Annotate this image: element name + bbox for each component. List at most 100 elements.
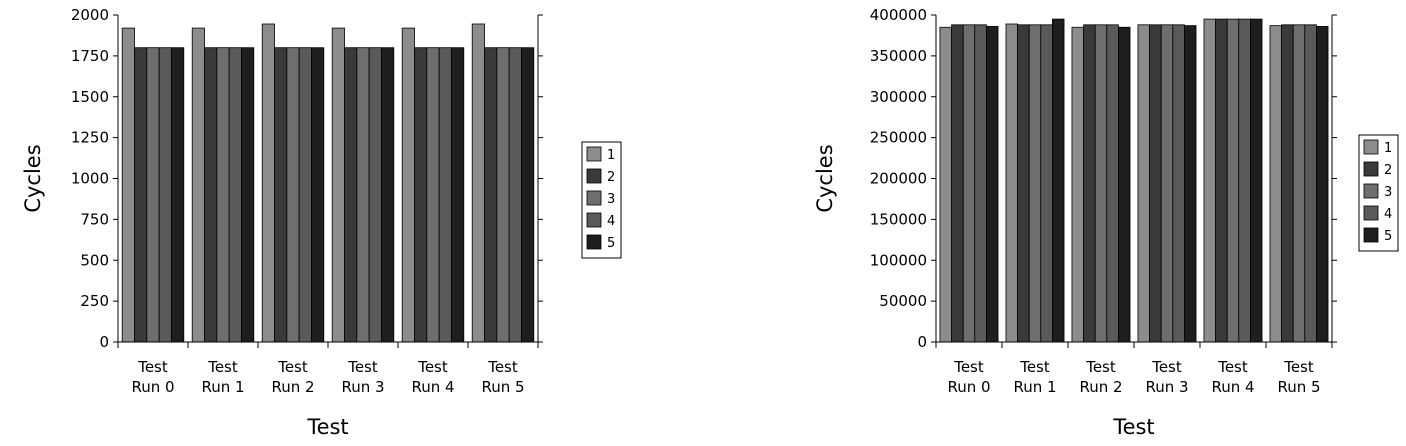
y-tick-label: 500 (80, 251, 109, 269)
legend-label-3: 3 (607, 192, 615, 207)
bar-series-2-cat-0 (134, 47, 148, 343)
bar-series-2-cat-4 (1215, 18, 1228, 343)
bar-series-3-cat-2 (286, 47, 300, 343)
bar-series-2-cat-1 (204, 47, 218, 343)
bar-series-2-cat-3 (1149, 24, 1162, 343)
bar-series-4-cat-4 (1238, 18, 1251, 343)
legend: 1 2 3 4 5 (581, 141, 622, 259)
x-tick-label: Test Run 1 (1013, 358, 1056, 396)
y-tick-label: 1250 (71, 129, 109, 147)
bar-series-1-cat-3 (1137, 24, 1150, 343)
bar-series-1-cat-5 (1269, 25, 1282, 343)
y-tick-label: 2000 (71, 6, 109, 24)
bar-series-4-cat-0 (158, 47, 172, 343)
bar-series-1-cat-2 (1071, 26, 1084, 343)
y-tick-label: 750 (80, 210, 109, 228)
y-tick-label: 1000 (71, 170, 109, 188)
bar-series-3-cat-2 (1094, 24, 1108, 343)
x-tick-label-line: Run 0 (131, 378, 174, 396)
bar-series-5-cat-5 (521, 47, 535, 343)
legend-label-2: 2 (607, 170, 615, 185)
x-tick-label: Test Run 4 (411, 358, 454, 396)
bar-series-3-cat-0 (962, 24, 976, 343)
y-axis-title: Cycles (813, 144, 837, 212)
x-tick-label-line: Test (207, 358, 238, 376)
x-tick-label: Test Run 3 (1145, 358, 1188, 396)
bar-series-2-cat-2 (274, 47, 288, 343)
bar-series-1-cat-3 (331, 27, 345, 343)
x-tick-label-line: Run 5 (481, 378, 524, 396)
x-tick-label: Test Run 4 (1211, 358, 1254, 396)
x-tick-label-line: Run 0 (947, 378, 990, 396)
x-tick-label: Test Run 1 (201, 358, 244, 396)
legend-swatch-3 (1363, 183, 1379, 199)
legend-label-1: 1 (607, 148, 615, 163)
bar-series-3-cat-4 (1226, 18, 1240, 343)
y-tick-label: 250000 (870, 129, 927, 147)
bar-series-2-cat-2 (1083, 24, 1096, 343)
y-tick-label: 200000 (870, 170, 927, 188)
bar-series-5-cat-0 (986, 26, 999, 343)
x-tick-label: Test Run 2 (271, 358, 314, 396)
bar-series-4-cat-0 (974, 24, 987, 343)
bar-series-4-cat-5 (1304, 24, 1317, 343)
legend-label-5: 5 (607, 236, 615, 251)
bar-series-3-cat-3 (1160, 24, 1174, 343)
x-tick-label-line: Run 5 (1277, 378, 1320, 396)
x-tick-label: Test Run 0 (131, 358, 174, 396)
bar-series-1-cat-4 (401, 27, 415, 343)
bar-series-1-cat-0 (939, 26, 952, 343)
y-axis-title: Cycles (21, 144, 45, 212)
x-tick-label: Test Run 5 (1277, 358, 1320, 396)
x-tick-label-line: Run 3 (341, 378, 384, 396)
bar-series-2-cat-3 (344, 47, 358, 343)
bar-series-3-cat-0 (146, 47, 160, 343)
bar-series-4-cat-3 (368, 47, 382, 343)
legend-label-2: 2 (1384, 163, 1392, 178)
legend-label-4: 4 (1384, 207, 1392, 222)
y-tick-label: 0 (917, 333, 927, 351)
x-tick-label-line: Test (1019, 358, 1050, 376)
bar-series-5-cat-1 (1052, 18, 1065, 343)
legend-label-5: 5 (1384, 229, 1392, 244)
bar-series-4-cat-4 (438, 47, 452, 343)
legend-swatch-1 (586, 146, 602, 162)
x-tick-label-line: Test (137, 358, 168, 376)
bar-series-4-cat-1 (228, 47, 242, 343)
legend-swatch-5 (1363, 227, 1379, 243)
bar-series-5-cat-3 (1184, 25, 1197, 343)
bar-series-3-cat-4 (426, 47, 440, 343)
x-tick-label: Test Run 3 (341, 358, 384, 396)
legend-swatch-5 (586, 234, 602, 250)
legend-swatch-3 (586, 190, 602, 206)
x-tick-label-line: Test (1085, 358, 1116, 376)
bar-series-3-cat-5 (1292, 24, 1306, 343)
y-tick-label: 150000 (870, 210, 927, 228)
bar-series-1-cat-5 (471, 23, 485, 343)
bar-series-5-cat-0 (171, 47, 185, 343)
legend-swatch-2 (1363, 161, 1379, 177)
bar-series-4-cat-3 (1172, 24, 1185, 343)
bar-series-4-cat-5 (508, 47, 522, 343)
x-tick-label-line: Test (347, 358, 378, 376)
y-tick-label: 0 (99, 333, 109, 351)
x-tick-label: Test Run 0 (947, 358, 990, 396)
x-axis-title: Test (306, 415, 348, 439)
bar-series-1-cat-2 (261, 23, 275, 343)
x-tick-label-line: Test (953, 358, 984, 376)
bar-series-1-cat-4 (1203, 18, 1216, 343)
x-tick-label-line: Run 1 (201, 378, 244, 396)
y-tick-label: 1500 (71, 88, 109, 106)
legend-label-3: 3 (1384, 185, 1392, 200)
bar-series-5-cat-5 (1316, 26, 1329, 343)
x-tick-label-line: Test (417, 358, 448, 376)
bar-series-5-cat-4 (1250, 18, 1263, 343)
bar-series-2-cat-5 (484, 47, 498, 343)
bar-series-2-cat-1 (1017, 24, 1030, 343)
x-tick-label-line: Run 2 (1079, 378, 1122, 396)
x-tick-label-line: Test (1283, 358, 1314, 376)
x-axis-title: Test (1112, 415, 1154, 439)
chart-2: 0 50000 100000 150000 200000 250000 300000 3500… (813, 6, 1399, 439)
